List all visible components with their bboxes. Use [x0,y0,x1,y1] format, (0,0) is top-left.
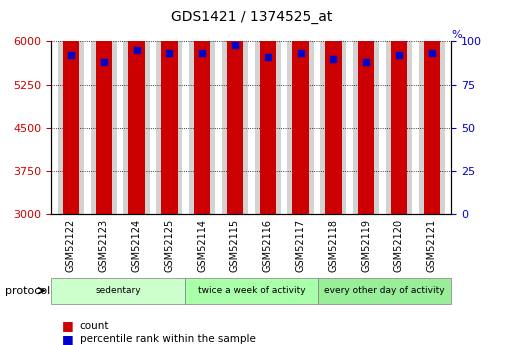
Text: sedentary: sedentary [95,286,141,295]
Point [132,47,141,53]
Bar [156,41,183,214]
Point [297,51,305,56]
Bar [292,0,309,214]
Bar [128,0,145,214]
Text: percentile rank within the sample: percentile rank within the sample [80,334,255,344]
Bar [358,0,374,214]
Point [231,42,239,48]
Bar [161,0,177,214]
Bar [58,41,84,214]
Bar [386,41,412,214]
Text: ■: ■ [62,333,73,345]
Text: protocol: protocol [5,286,50,296]
Bar [287,41,313,214]
Bar [320,41,346,214]
Text: count: count [80,321,109,331]
Bar [95,4,112,214]
Point [329,56,338,61]
Bar [391,0,407,214]
Point [264,54,272,60]
Bar [222,41,248,214]
Point [428,51,436,56]
Bar [419,41,445,214]
Bar [63,0,79,214]
Text: ■: ■ [62,319,73,333]
Point [395,52,403,58]
Point [67,52,75,58]
Bar [424,0,440,214]
Bar [353,41,379,214]
Text: every other day of activity: every other day of activity [324,286,445,295]
Bar [91,41,117,214]
Bar [260,0,276,214]
Bar [189,41,215,214]
Bar [325,0,342,214]
Bar [194,0,210,214]
Point [362,59,370,65]
Point [100,59,108,65]
Bar [227,0,243,214]
Bar [124,41,150,214]
Point [198,51,206,56]
Bar [254,41,281,214]
Point [165,51,173,56]
Text: twice a week of activity: twice a week of activity [198,286,305,295]
Text: %: % [451,30,462,40]
Text: GDS1421 / 1374525_at: GDS1421 / 1374525_at [171,10,332,24]
